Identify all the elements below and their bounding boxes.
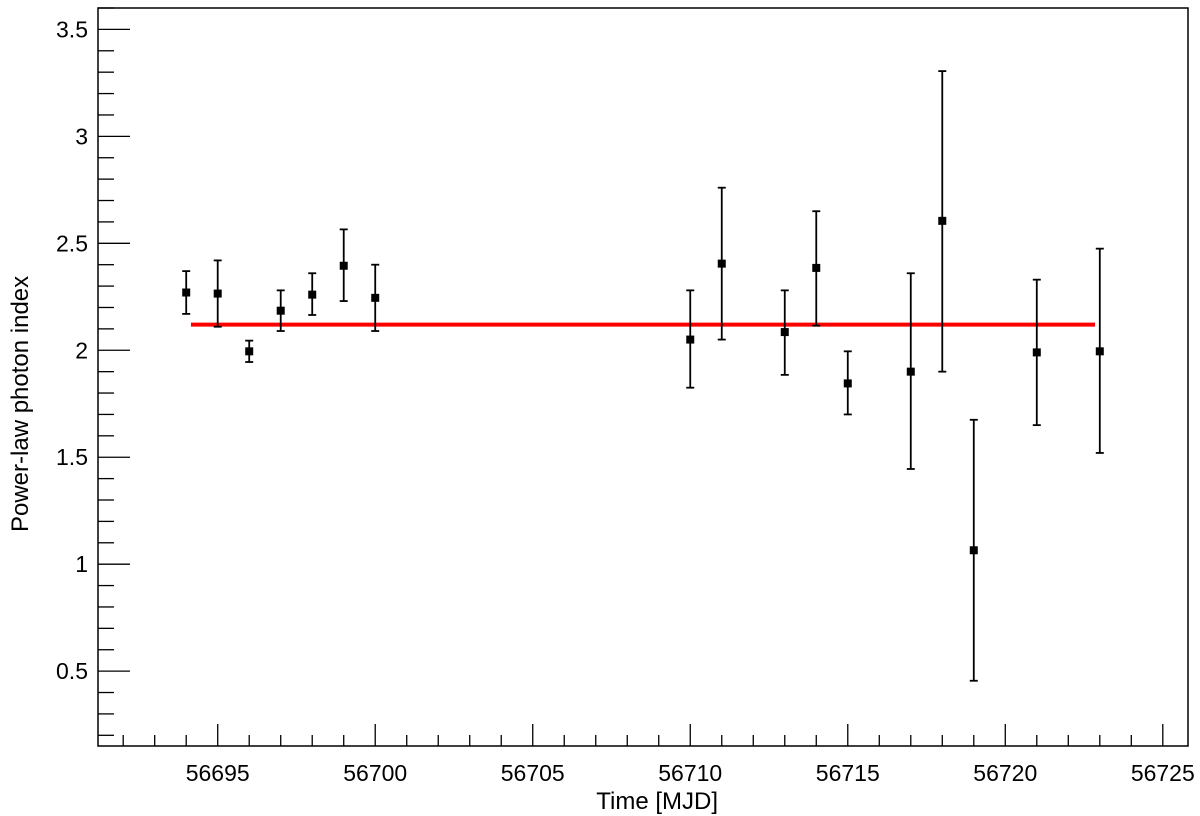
y-tick-label: 3 [75,123,88,149]
point-marker [308,290,317,299]
plot-frame [97,7,1189,747]
y-tick-label: 1.5 [56,444,88,470]
x-tick-label: 56695 [186,760,250,786]
point-marker [969,546,978,555]
point-marker [213,289,222,298]
x-axis-tick-labels: 56695 56700 56705 56710 56715 56720 56725 [186,760,1195,786]
x-tick-label: 56720 [973,760,1037,786]
x-tick-label: 56705 [501,760,565,786]
data-point [906,272,915,470]
point-marker [780,328,789,337]
point-marker [182,288,191,297]
data-point [1032,278,1041,427]
point-marker [339,261,348,270]
data-points [182,70,1104,682]
data-point [969,418,978,682]
point-marker [938,216,947,225]
data-point [717,186,726,341]
y-axis-tick-labels: 0.5 1 1.5 2 2.5 3 3.5 [56,16,88,684]
point-marker [371,293,380,302]
point-marker [812,263,821,272]
point-marker [1032,348,1041,357]
data-point [1095,247,1104,454]
y-tick-label: 3.5 [56,16,88,42]
x-tick-label: 56725 [1131,760,1195,786]
point-marker [906,367,915,376]
x-tick-label: 56700 [343,760,407,786]
y-tick-label: 1 [75,551,88,577]
y-axis-label: Power-law photon index [7,276,34,532]
data-point [308,272,317,316]
point-marker [245,347,254,356]
point-marker [276,306,285,315]
y-axis-ticks [98,7,130,736]
x-tick-label: 56710 [658,760,722,786]
point-marker [843,379,852,388]
data-point [276,289,285,332]
y-tick-label: 2.5 [56,230,88,256]
point-marker [717,259,726,268]
data-point [780,289,789,376]
point-marker [686,335,695,344]
point-marker [1095,347,1104,356]
x-axis-ticks [122,724,1164,746]
data-point [213,259,222,328]
data-point [182,270,191,315]
data-point [686,289,695,389]
y-tick-label: 2 [75,337,88,363]
data-point [245,339,254,363]
x-axis-label: Time [MJD] [596,788,718,815]
data-point [371,263,380,332]
data-point [938,70,947,373]
data-point [339,228,348,302]
y-tick-label: 0.5 [56,658,88,684]
x-tick-label: 56715 [816,760,880,786]
data-point [843,350,852,416]
data-point [812,210,821,327]
